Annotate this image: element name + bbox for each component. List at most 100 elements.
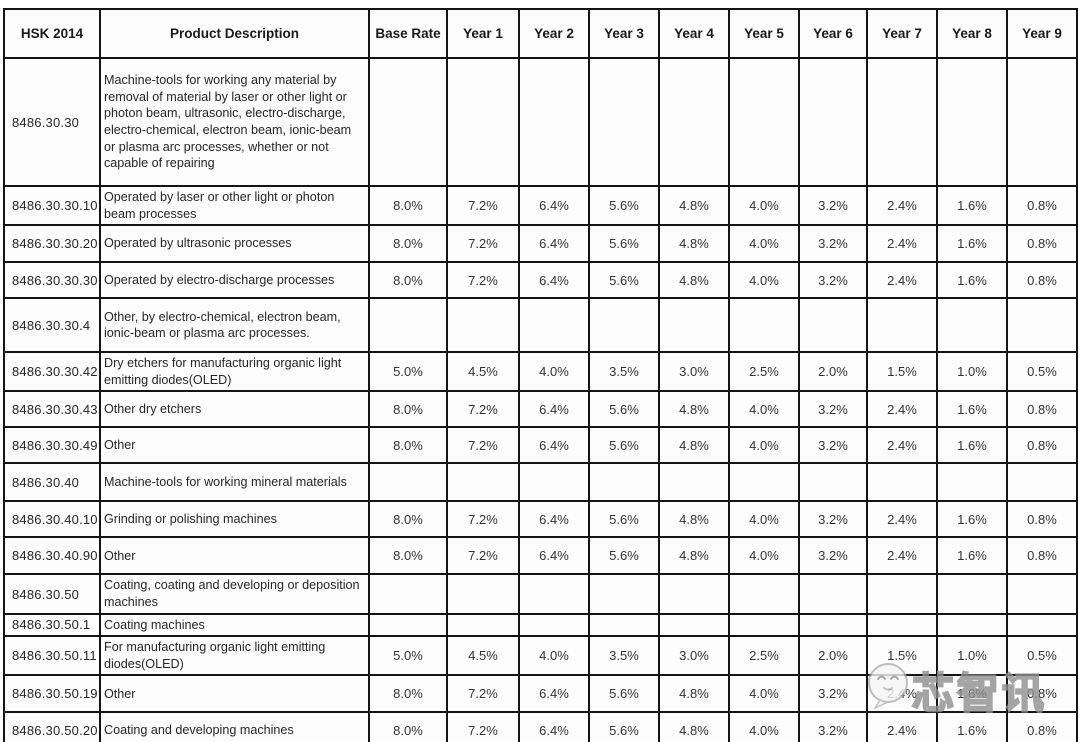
rate-cell: 2.4%	[866, 390, 938, 429]
rate-cell: 4.0%	[728, 224, 800, 264]
hsk-code: 8486.30.40.10	[3, 500, 101, 539]
rate-cell: 0.8%	[1006, 500, 1078, 539]
rate-cell	[936, 57, 1008, 187]
rate-cell	[728, 573, 800, 615]
rate-cell	[936, 462, 1008, 503]
rate-cell	[1006, 462, 1078, 503]
rate-cell: 5.6%	[588, 711, 660, 742]
rate-cell: 8.0%	[368, 390, 448, 429]
rate-cell	[866, 297, 938, 354]
rate-cell: 1.6%	[936, 674, 1008, 714]
rate-cell: 1.6%	[936, 711, 1008, 742]
rate-cell: 0.8%	[1006, 536, 1078, 576]
table-row: 8486.30.30.4 Other, by electro-chemical, …	[3, 297, 1078, 354]
table-row: 8486.30.30.49 Other 8.0% 7.2% 6.4% 5.6% 4.8% 4.…	[3, 426, 1078, 465]
hsk-code: 8486.30.50.19	[3, 674, 101, 714]
rate-cell: 3.5%	[588, 351, 660, 393]
hsk-code: 8486.30.30.30	[3, 261, 101, 300]
product-description: Machine-tools for working any material b…	[99, 57, 370, 187]
rate-cell: 4.0%	[518, 351, 590, 393]
table-row: 8486.30.30.20 Operated by ultrasonic proc…	[3, 224, 1078, 264]
rate-cell: 4.8%	[658, 536, 730, 576]
hsk-code: 8486.30.50.1	[3, 612, 101, 638]
rate-cell	[1006, 573, 1078, 615]
rate-cell: 3.0%	[658, 635, 730, 677]
rate-cell: 1.0%	[936, 635, 1008, 677]
table-row: 8486.30.50.20 Coating and developing mach…	[3, 711, 1078, 742]
product-description: Other	[99, 536, 370, 576]
column-header-year-4: Year 4	[658, 8, 730, 59]
rate-cell: 1.6%	[936, 500, 1008, 539]
column-header-year-5: Year 5	[728, 8, 800, 59]
rate-cell	[1006, 297, 1078, 354]
rate-cell: 4.8%	[658, 224, 730, 264]
product-description: For manufacturing organic light emitting…	[99, 635, 370, 677]
rate-cell: 5.6%	[588, 184, 660, 227]
rate-cell: 2.4%	[866, 261, 938, 300]
rate-cell	[728, 612, 800, 638]
rate-cell	[728, 57, 800, 187]
rate-cell	[1006, 612, 1078, 638]
hsk-code: 8486.30.30.20	[3, 224, 101, 264]
column-header-hsk-2014: HSK 2014	[3, 8, 101, 59]
rate-cell	[588, 612, 660, 638]
column-header-product-description: Product Description	[99, 8, 370, 59]
hsk-code: 8486.30.50.11	[3, 635, 101, 677]
rate-cell: 5.6%	[588, 426, 660, 465]
rate-cell: 6.4%	[518, 674, 590, 714]
table-body: 8486.30.30 Machine-tools for working any …	[3, 57, 1078, 742]
rate-cell: 4.8%	[658, 674, 730, 714]
rate-cell: 4.5%	[446, 351, 520, 393]
product-description: Operated by laser or other light or phot…	[99, 184, 370, 227]
hsk-code: 8486.30.30.4	[3, 297, 101, 354]
rate-cell	[728, 462, 800, 503]
rate-cell: 4.8%	[658, 426, 730, 465]
rate-cell: 2.0%	[798, 351, 868, 393]
rate-cell: 2.4%	[866, 500, 938, 539]
hsk-code: 8486.30.30.49	[3, 426, 101, 465]
table-row: 8486.30.50.11 For manufacturing organic l…	[3, 635, 1078, 677]
rate-cell	[588, 57, 660, 187]
rate-cell	[518, 297, 590, 354]
product-description: Grinding or polishing machines	[99, 500, 370, 539]
rate-cell: 0.5%	[1006, 635, 1078, 677]
rate-cell: 7.2%	[446, 711, 520, 742]
rate-cell: 2.4%	[866, 711, 938, 742]
rate-cell: 8.0%	[368, 426, 448, 465]
rate-cell: 2.4%	[866, 224, 938, 264]
rate-cell: 3.5%	[588, 635, 660, 677]
rate-cell	[798, 573, 868, 615]
column-header-year-9: Year 9	[1006, 8, 1078, 59]
column-header-year-8: Year 8	[936, 8, 1008, 59]
rate-cell: 8.0%	[368, 711, 448, 742]
rate-cell: 3.0%	[658, 351, 730, 393]
rate-cell: 3.2%	[798, 674, 868, 714]
rate-cell: 2.5%	[728, 635, 800, 677]
rate-cell	[936, 297, 1008, 354]
rate-cell: 4.8%	[658, 261, 730, 300]
rate-cell	[446, 612, 520, 638]
product-description: Coating machines	[99, 612, 370, 638]
rate-cell: 5.0%	[368, 635, 448, 677]
table-row: 8486.30.30 Machine-tools for working any …	[3, 57, 1078, 187]
product-description: Other dry etchers	[99, 390, 370, 429]
table-row: 8486.30.50 Coating, coating and developin…	[3, 573, 1078, 615]
rate-cell: 6.4%	[518, 500, 590, 539]
rate-cell: 1.5%	[866, 635, 938, 677]
product-description: Coating, coating and developing or depos…	[99, 573, 370, 615]
rate-cell: 2.5%	[728, 351, 800, 393]
rate-cell: 1.6%	[936, 224, 1008, 264]
rate-cell	[446, 297, 520, 354]
product-description: Dry etchers for manufacturing organic li…	[99, 351, 370, 393]
rate-cell	[588, 573, 660, 615]
hsk-code: 8486.30.30.10	[3, 184, 101, 227]
rate-cell: 4.0%	[518, 635, 590, 677]
rate-cell: 4.0%	[728, 711, 800, 742]
rate-cell: 0.8%	[1006, 711, 1078, 742]
rate-cell	[936, 612, 1008, 638]
rate-cell	[866, 573, 938, 615]
rate-cell	[798, 612, 868, 638]
rate-cell: 4.0%	[728, 426, 800, 465]
rate-cell: 1.5%	[866, 351, 938, 393]
rate-cell: 0.8%	[1006, 674, 1078, 714]
